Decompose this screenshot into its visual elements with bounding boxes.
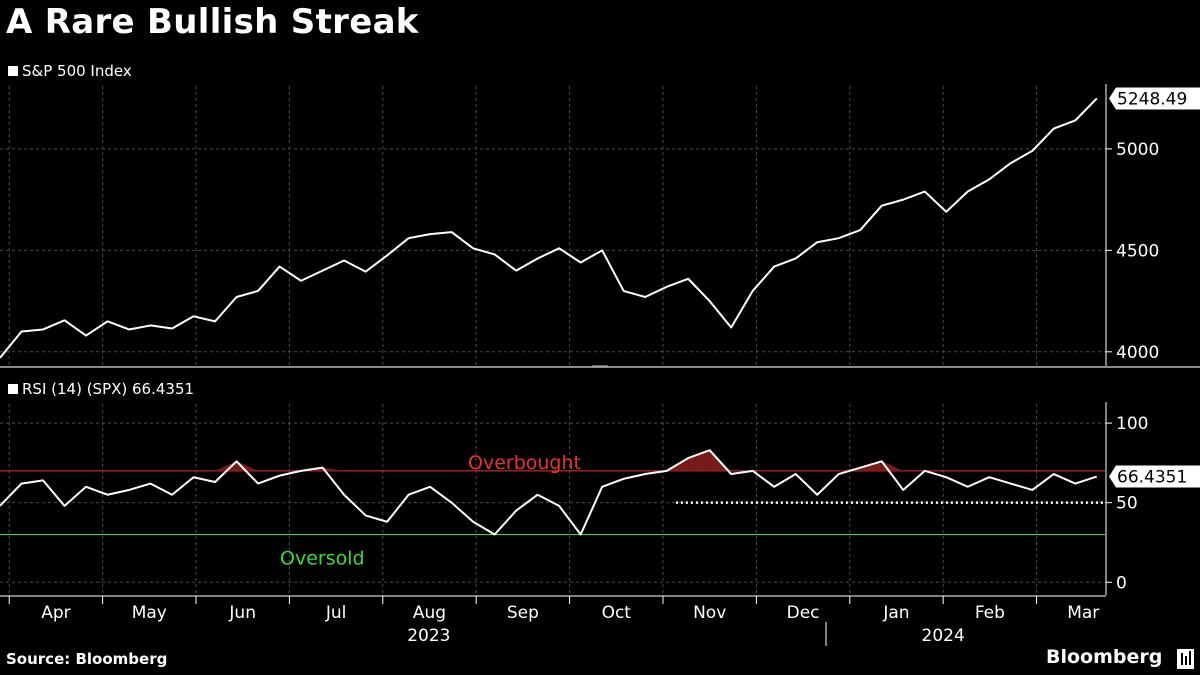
x-month-label: Dec — [787, 603, 820, 623]
x-month-label: Aug — [413, 603, 446, 623]
overbought-fill — [236, 461, 259, 471]
overbought-fill — [688, 450, 710, 471]
x-month-label: Sep — [507, 603, 539, 623]
last-value-callout — [1109, 465, 1200, 488]
x-year-label: 2023 — [407, 626, 450, 646]
overbought-label: Overbought — [468, 452, 581, 474]
x-month-label: May — [132, 603, 167, 623]
legend-label: RSI (14) (SPX) 66.4351 — [22, 380, 194, 398]
spx-line — [0, 97, 1098, 359]
legend-swatch — [8, 384, 18, 394]
y-tick-label: 5000 — [1116, 140, 1159, 160]
x-month-label: Oct — [602, 603, 632, 623]
x-month-label: Feb — [975, 603, 1005, 623]
rsi-line — [0, 449, 1098, 536]
legend-swatch — [8, 66, 18, 76]
x-month-label: Nov — [693, 603, 726, 623]
brand-logo-text: Bloomberg — [1046, 646, 1163, 668]
last-value-callout — [1109, 87, 1200, 110]
x-month-label: Mar — [1067, 603, 1099, 623]
x-month-label: Jun — [228, 603, 256, 623]
last-value-label: 5248.49 — [1117, 89, 1187, 109]
x-year-label: 2024 — [922, 626, 965, 646]
y-tick-label: 4500 — [1116, 241, 1159, 261]
overbought-fill — [709, 450, 732, 471]
oversold-label: Oversold — [280, 548, 365, 570]
x-month-label: Jan — [882, 603, 909, 623]
legend-label: S&P 500 Index — [22, 62, 132, 80]
bloomberg-terminal-icon — [1177, 649, 1194, 669]
source-note: Source: Bloomberg — [6, 650, 168, 668]
overbought-fill — [322, 467, 345, 471]
last-value-label: 66.4351 — [1117, 468, 1187, 488]
y-tick-label: 100 — [1116, 414, 1148, 434]
y-tick-label: 4000 — [1116, 343, 1159, 363]
y-tick-label: 50 — [1116, 494, 1138, 514]
x-month-label: Jul — [325, 603, 347, 623]
y-tick-label: 0 — [1116, 573, 1127, 593]
x-month-label: Apr — [41, 603, 70, 623]
chart-title: A Rare Bullish Streak — [6, 2, 419, 42]
overbought-fill — [215, 461, 237, 471]
